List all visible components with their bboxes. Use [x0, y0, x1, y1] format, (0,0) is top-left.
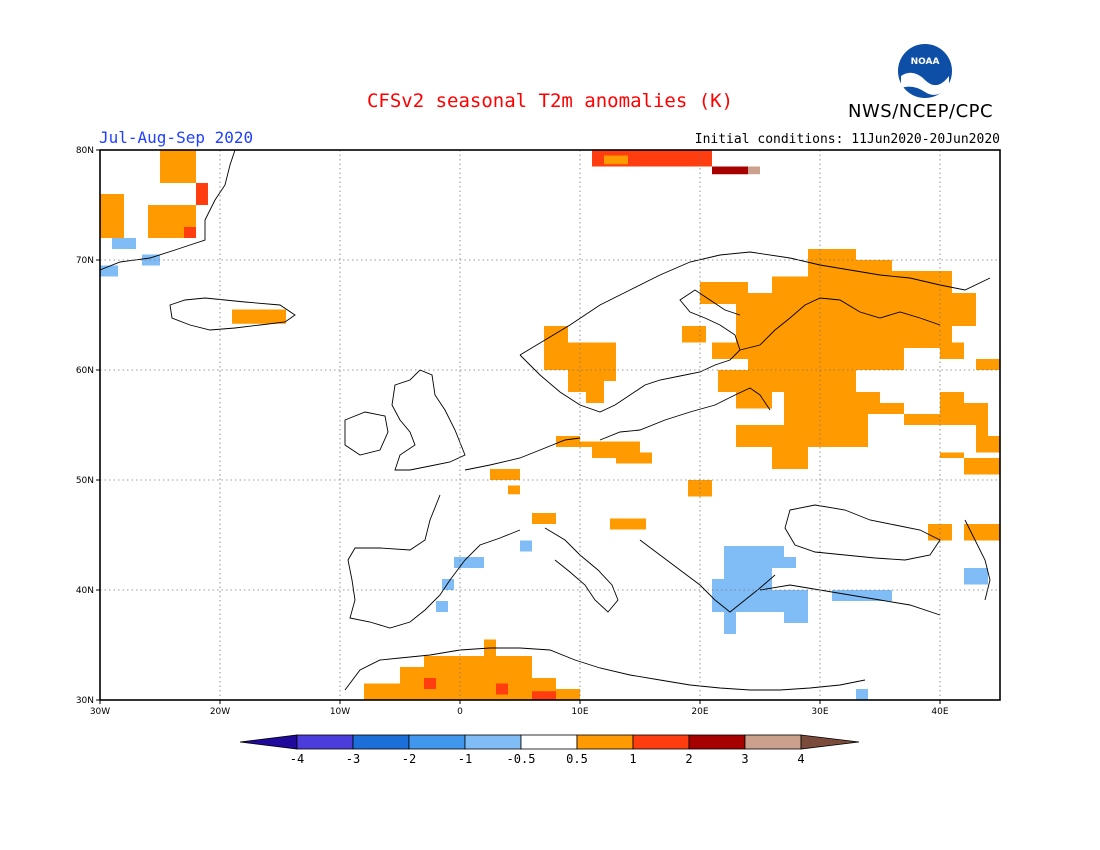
lon-tick-label: 20E	[691, 707, 708, 717]
anomaly-region-27	[928, 524, 952, 541]
lon-tick-label: 20W	[210, 707, 230, 717]
colorbar-bin	[688, 734, 746, 750]
colorbar-label: 0.5	[566, 752, 588, 766]
coastline-africa	[344, 647, 866, 691]
lat-tick-label: 40N	[76, 586, 94, 596]
anomaly-region-33	[454, 557, 484, 568]
anomaly-region-39	[964, 568, 988, 585]
lon-tick-label: 30W	[90, 707, 110, 717]
coastline-balkans	[639, 539, 776, 613]
anomaly-region-35	[436, 601, 448, 612]
colorbar-bin	[576, 734, 634, 750]
anomaly-region-21	[616, 452, 652, 464]
colorbar-label: -4	[290, 752, 304, 766]
coastline-caspian	[964, 519, 991, 601]
colorbar-bin	[632, 734, 690, 750]
colorbar-bin	[296, 734, 354, 750]
lat-tick-label: 70N	[76, 256, 94, 266]
coastline-turkey	[759, 584, 941, 616]
colorbar-label: -2	[402, 752, 416, 766]
anomaly-region-23	[508, 485, 520, 495]
lon-tick-label: 0	[457, 707, 463, 717]
season-label: Jul-Aug-Sep 2020	[99, 128, 254, 147]
anomaly-region-12	[748, 166, 760, 175]
anomaly-region-0	[160, 150, 196, 183]
coastline-finland	[739, 297, 941, 351]
coastline-greenland	[100, 150, 236, 271]
anomaly-region-17	[736, 392, 1000, 469]
anomaly-region-32	[532, 691, 556, 700]
anomaly-region-38	[832, 590, 892, 601]
colorbar-label: 2	[685, 752, 692, 766]
coastline-baltic	[599, 387, 771, 441]
colorbar-bin	[744, 734, 802, 750]
anomaly-region-6	[100, 265, 118, 277]
organization-label: NWS/NCEP/CPC	[848, 101, 994, 122]
colorbar-label: 1	[629, 752, 636, 766]
anomaly-region-19	[940, 452, 1000, 475]
anomaly-region-36	[520, 540, 532, 552]
lat-tick-label: 50N	[76, 476, 94, 486]
anomaly-region-15	[682, 326, 706, 343]
map-frame	[99, 149, 1001, 701]
anomaly-region-18	[976, 359, 1000, 370]
colorbar-bin	[464, 734, 522, 750]
coastline-ireland	[344, 411, 389, 456]
coastline-continent	[347, 437, 581, 629]
coastline-black-sea	[784, 504, 941, 561]
initial-conditions-label: Initial conditions: 11Jun2020-20Jun2020	[694, 132, 1000, 147]
lat-tick-label: 80N	[76, 146, 94, 156]
lon-tick-label: 10W	[330, 707, 350, 717]
colorbar-arrow-high	[800, 734, 860, 750]
lon-tick-label: 10E	[571, 707, 588, 717]
anomaly-region-11	[712, 166, 748, 175]
colorbar-label: 4	[797, 752, 804, 766]
anomaly-region-3	[196, 183, 208, 205]
anomaly-region-40	[856, 689, 868, 700]
colorbar-label: 3	[741, 752, 748, 766]
lat-tick-label: 60N	[76, 366, 94, 376]
lat-tick-label: 30N	[76, 696, 94, 706]
anomaly-region-28	[964, 524, 1000, 541]
coastline-scandinavia	[519, 251, 991, 413]
colorbar-arrow-low	[239, 734, 298, 750]
anomaly-region-30	[424, 678, 436, 689]
anomaly-region-25	[610, 518, 646, 530]
coastline-britain	[391, 369, 466, 471]
anomaly-region-34	[442, 579, 454, 590]
anomaly-region-22	[490, 469, 520, 480]
coastline-iceland	[169, 297, 296, 331]
map-title: CFSv2 seasonal T2m anomalies (K)	[366, 90, 734, 112]
noaa-logo-text: NOAA	[911, 57, 940, 67]
colorbar-bin	[408, 734, 466, 750]
colorbar-label: -3	[346, 752, 360, 766]
anomaly-region-10	[604, 155, 628, 165]
lon-tick-label: 40E	[931, 707, 948, 717]
anomaly-region-24	[532, 513, 556, 524]
lon-tick-label: 30E	[811, 707, 828, 717]
anomaly-region-31	[496, 683, 508, 695]
colorbar-label: -1	[458, 752, 472, 766]
anomaly-region-8	[232, 309, 286, 324]
anomaly-region-16	[712, 249, 976, 409]
coastline-italy	[544, 527, 619, 613]
colorbar-label: -0.5	[507, 752, 536, 766]
noaa-logo-icon: NOAA	[898, 44, 952, 98]
anomaly-region-5	[112, 238, 136, 249]
anomaly-region-13	[544, 326, 616, 403]
anomaly-region-29	[340, 639, 580, 700]
anomaly-region-1	[100, 194, 124, 238]
colorbar-bin	[352, 734, 410, 750]
colorbar-bin	[520, 734, 578, 750]
anomaly-region-4	[184, 227, 196, 238]
